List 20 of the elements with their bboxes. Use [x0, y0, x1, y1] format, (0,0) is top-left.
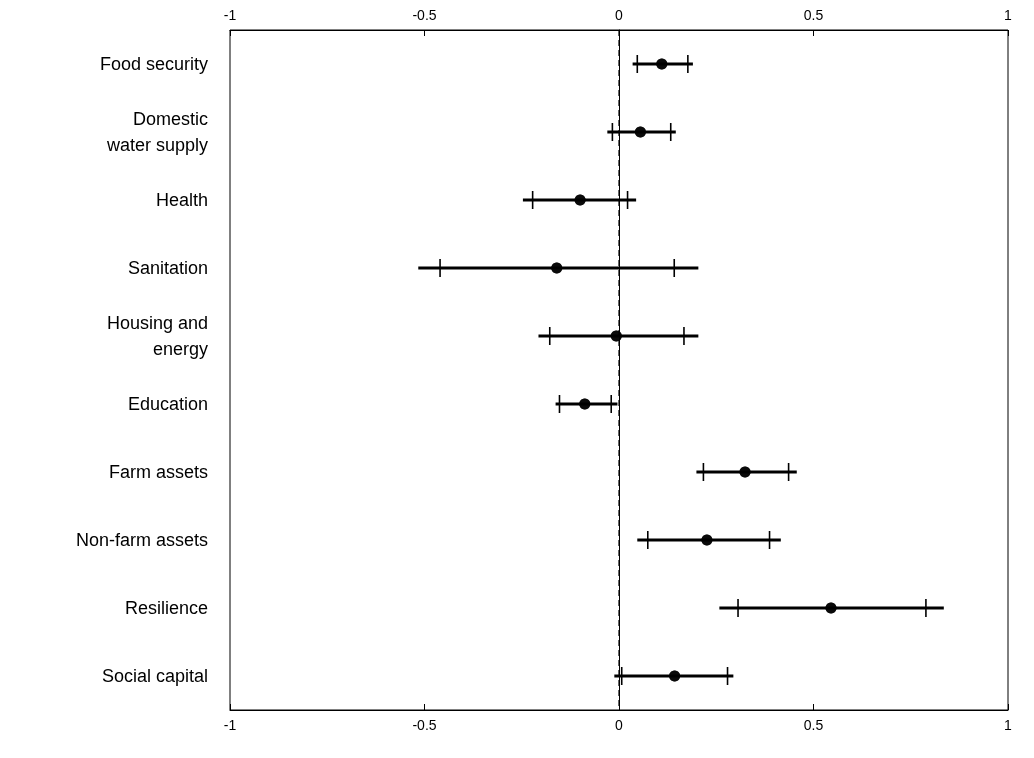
x-tick-label: -0.5	[412, 717, 437, 733]
x-tick-label: 0.5	[803, 717, 824, 733]
y-tick-label: Health	[155, 190, 208, 210]
x2-tick-label: -0.5	[412, 7, 437, 23]
y-tick-label: Farm assets	[108, 462, 208, 482]
x2-tick-label: -1	[223, 7, 237, 23]
y-tick-label: Sanitation	[127, 258, 208, 278]
y-tick-label: Domestic water supply	[105, 109, 208, 155]
x2-tick-label: 0	[615, 7, 624, 23]
x2-tick-label: 0.5	[803, 7, 824, 23]
x-tick-label: 0	[615, 717, 624, 733]
y-tick-label: Social capital	[101, 666, 208, 686]
y-tick-label: Food security	[99, 54, 208, 74]
x-tick-label: -1	[223, 717, 237, 733]
y-tick-label: Education	[127, 394, 208, 414]
y-tick-label: Non-farm assets	[75, 530, 208, 550]
y-tick-label: Resilience	[124, 598, 208, 618]
x-tick-label: 1	[1004, 717, 1013, 733]
x2-tick-label: 1	[1004, 7, 1013, 23]
y-tick-label: Housing and energy	[106, 313, 208, 359]
